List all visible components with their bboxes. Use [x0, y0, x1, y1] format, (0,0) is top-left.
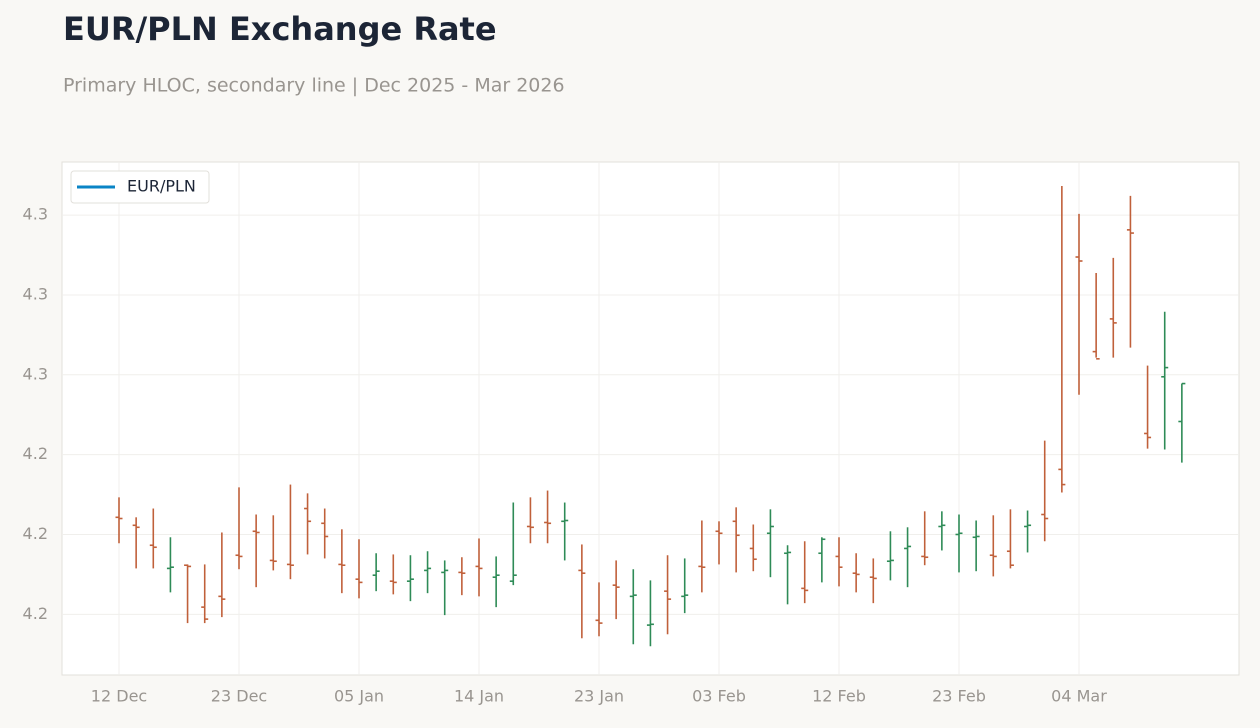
y-tick-label: 4.2 — [23, 604, 48, 623]
x-tick-label: 03 Feb — [692, 687, 746, 706]
x-tick-label: 23 Feb — [932, 687, 986, 706]
x-tick-label: 23 Jan — [574, 687, 624, 706]
chart-subtitle: Primary HLOC, secondary line | Dec 2025 … — [63, 75, 565, 97]
x-tick-label: 04 Mar — [1051, 687, 1107, 706]
x-tick-label: 12 Feb — [812, 687, 866, 706]
x-tick-label: 23 Dec — [211, 687, 267, 706]
x-tick-label: 14 Jan — [454, 687, 504, 706]
chart-title: EUR/PLN Exchange Rate — [63, 10, 497, 48]
legend-box — [70, 170, 210, 204]
x-tick-label: 05 Jan — [334, 687, 384, 706]
x-tick-label: 12 Dec — [91, 687, 147, 706]
legend-label: EUR/PLN — [127, 177, 196, 196]
y-tick-label: 4.3 — [23, 205, 48, 224]
y-tick-label: 4.3 — [23, 364, 48, 383]
y-tick-label: 4.2 — [23, 524, 48, 543]
y-tick-label: 4.2 — [23, 444, 48, 463]
y-tick-label: 4.3 — [23, 284, 48, 303]
legend: EUR/PLN — [70, 170, 210, 204]
